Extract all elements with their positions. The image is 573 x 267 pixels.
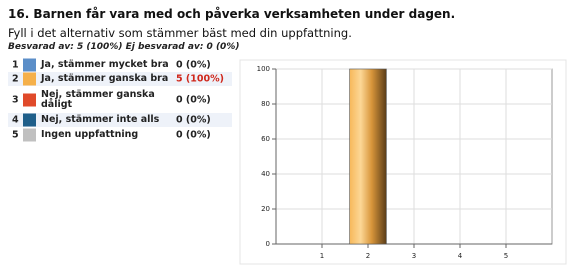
row-number: 1 bbox=[12, 59, 19, 71]
y-tick-label: 0 bbox=[266, 240, 270, 248]
row-label: Nej, stämmer ganska dåligt bbox=[41, 89, 155, 110]
subtitle: Fyll i det alternativ som stämmer bäst m… bbox=[8, 26, 352, 40]
row-label: Ja, stämmer mycket bra bbox=[41, 59, 169, 70]
bar bbox=[349, 68, 387, 245]
row-label: Nej, stämmer inte alls bbox=[41, 114, 160, 125]
y-tick-label: 40 bbox=[261, 170, 270, 178]
row-result: 5 (100%) bbox=[176, 73, 224, 85]
answered: Besvarad av: 5 (100%) Ej besvarad av: 0 … bbox=[8, 42, 240, 52]
table-row: 1 Ja, stämmer mycket bra 0 (0%) bbox=[8, 58, 232, 72]
row-result: 0 (0%) bbox=[176, 94, 211, 106]
row-result: 0 (0%) bbox=[176, 129, 211, 141]
x-tick-label: 4 bbox=[458, 252, 463, 260]
row-number: 2 bbox=[12, 73, 19, 85]
y-tick-label: 80 bbox=[261, 100, 270, 108]
y-tick-label: 100 bbox=[257, 65, 270, 73]
x-tick-label: 3 bbox=[412, 252, 416, 260]
color-swatch bbox=[23, 128, 36, 142]
table-row: 3 Nej, stämmer ganska dåligt 0 (0%) bbox=[8, 89, 232, 111]
color-swatch bbox=[23, 72, 36, 86]
title: 16. Barnen får vara med och påverka verk… bbox=[8, 7, 456, 21]
x-tick-label: 5 bbox=[504, 252, 508, 260]
y-tick-label: 20 bbox=[261, 205, 270, 213]
row-result: 0 (0%) bbox=[176, 59, 211, 71]
color-swatch bbox=[23, 58, 36, 72]
color-swatch bbox=[23, 93, 36, 107]
row-label: Ingen uppfattning bbox=[41, 129, 139, 140]
y-tick-label: 60 bbox=[261, 135, 270, 143]
row-result: 0 (0%) bbox=[176, 114, 211, 126]
row-number: 4 bbox=[12, 114, 19, 126]
x-tick-label: 2 bbox=[366, 252, 370, 260]
row-label: Ja, stämmer ganska bra bbox=[41, 73, 169, 84]
x-tick-label: 1 bbox=[320, 252, 324, 260]
table-row: 2 Ja, stämmer ganska bra 5 (100%) bbox=[8, 72, 232, 86]
row-number: 3 bbox=[12, 94, 19, 106]
color-swatch bbox=[23, 113, 36, 127]
table-row: 5 Ingen uppfattning 0 (0%) bbox=[8, 128, 232, 142]
table-row: 4 Nej, stämmer inte alls 0 (0%) bbox=[8, 113, 232, 127]
row-number: 5 bbox=[12, 129, 19, 141]
